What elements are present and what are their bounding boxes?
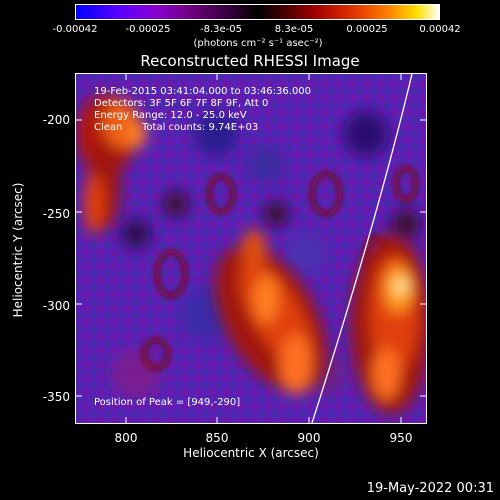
x-tick-label: 850 xyxy=(205,431,229,445)
peak-position: Position of Peak = [949,-290] xyxy=(94,397,241,408)
detectors: Detectors: 3F 5F 6F 7F 8F 9F, Att 0 xyxy=(94,98,269,109)
x-tick-label: 900 xyxy=(297,431,321,445)
y-tick-label: -250 xyxy=(42,207,70,221)
clean-label: Clean xyxy=(94,122,123,133)
colorbar-tick-label: 0.00042 xyxy=(419,24,461,35)
energy-range: Energy Range: 12.0 - 25.0 keV xyxy=(94,110,247,121)
solar-limb xyxy=(311,74,413,423)
image-title: Reconstructed RHESSI Image xyxy=(140,52,360,70)
x-tick-label: 800 xyxy=(114,431,138,445)
source-peak xyxy=(351,234,426,414)
y-tick-label: -350 xyxy=(42,390,70,404)
y-tick-label: -200 xyxy=(42,113,70,127)
colorbar-units: (photons cm⁻² s⁻¹ asec⁻²) xyxy=(193,38,323,49)
time-range: 19-Feb-2015 03:41:04.000 to 03:46:36.000 xyxy=(94,86,312,97)
y-axis-label: Heliocentric Y (arcsec) xyxy=(11,182,25,318)
colorbar-tick-label: -0.00025 xyxy=(125,24,171,35)
rhessi-image-canvas xyxy=(76,74,426,423)
colorbar-tick-label: -0.00042 xyxy=(52,24,98,35)
footer-timestamp: 19-May-2022 00:31 xyxy=(366,481,494,496)
total-counts: Total counts: 9.74E+03 xyxy=(142,122,259,133)
colorbar xyxy=(75,4,440,20)
x-axis-label: Heliocentric X (arcsec) xyxy=(183,446,319,460)
x-tick-label: 950 xyxy=(389,431,413,445)
colorbar-tick-label: 8.3e-05 xyxy=(274,24,314,35)
y-tick-label: -300 xyxy=(42,299,70,313)
colorbar-tick-label: -8.3e-05 xyxy=(200,24,242,35)
colorbar-tick-label: 0.00025 xyxy=(346,24,388,35)
source-upper-left xyxy=(76,94,146,234)
rhessi-image xyxy=(75,73,427,424)
source-center xyxy=(215,229,327,394)
